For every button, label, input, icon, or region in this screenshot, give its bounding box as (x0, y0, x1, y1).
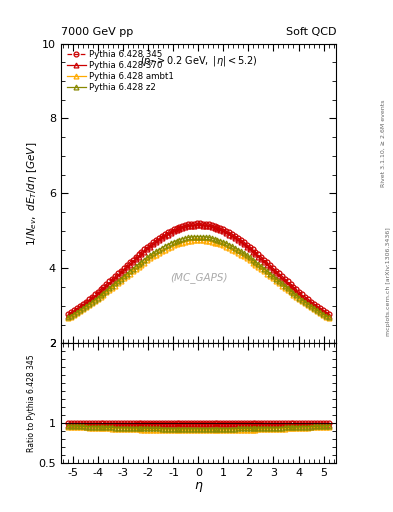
Pythia 6.428 370 (326, 313, 331, 319)
Text: (MC_GAPS): (MC_GAPS) (170, 272, 227, 283)
Pythia 6.428 370 (285, 281, 290, 287)
Line: Pythia 6.428 z2: Pythia 6.428 z2 (66, 234, 331, 319)
Text: mcplots.cern.ch [arXiv:1306.3436]: mcplots.cern.ch [arXiv:1306.3436] (386, 227, 391, 336)
Pythia 6.428 ambt1 (66, 315, 71, 321)
Pythia 6.428 ambt1 (145, 258, 150, 264)
Pythia 6.428 ambt1 (285, 287, 290, 293)
Pythia 6.428 370 (66, 313, 71, 319)
Text: Soft QCD: Soft QCD (286, 27, 336, 37)
Pythia 6.428 370 (291, 286, 296, 292)
Pythia 6.428 z2 (66, 314, 71, 321)
Pythia 6.428 345 (291, 284, 296, 290)
Pythia 6.428 z2 (250, 257, 255, 263)
Pythia 6.428 345 (318, 305, 322, 311)
Line: Pythia 6.428 370: Pythia 6.428 370 (66, 223, 331, 318)
Y-axis label: $1/N_{ev},\ dE_T/d\eta\ [GeV]$: $1/N_{ev},\ dE_T/d\eta\ [GeV]$ (25, 141, 39, 246)
Pythia 6.428 z2 (101, 290, 106, 296)
Pythia 6.428 370 (145, 246, 150, 252)
Pythia 6.428 ambt1 (195, 237, 199, 243)
Pythia 6.428 ambt1 (291, 292, 296, 298)
Pythia 6.428 345 (250, 246, 255, 252)
Pythia 6.428 345 (145, 244, 150, 250)
Pythia 6.428 z2 (326, 314, 331, 321)
Text: $(p_T > 0.2\ \mathrm{GeV},\ |\eta| < 5.2)$: $(p_T > 0.2\ \mathrm{GeV},\ |\eta| < 5.2… (140, 54, 257, 68)
Pythia 6.428 z2 (195, 233, 199, 240)
Pythia 6.428 z2 (285, 285, 290, 291)
Y-axis label: Ratio to Pythia 6.428 345: Ratio to Pythia 6.428 345 (27, 355, 36, 452)
Pythia 6.428 z2 (145, 254, 150, 261)
Pythia 6.428 345 (285, 279, 290, 285)
Pythia 6.428 370 (318, 307, 322, 313)
Text: Rivet 3.1.10, ≥ 2.6M events: Rivet 3.1.10, ≥ 2.6M events (381, 100, 386, 187)
Pythia 6.428 345 (101, 284, 106, 290)
Pythia 6.428 345 (326, 311, 331, 317)
Pythia 6.428 370 (195, 222, 199, 228)
Line: Pythia 6.428 ambt1: Pythia 6.428 ambt1 (66, 238, 331, 321)
Pythia 6.428 345 (195, 220, 199, 226)
Text: 7000 GeV pp: 7000 GeV pp (61, 27, 133, 37)
Pythia 6.428 ambt1 (101, 292, 106, 298)
Pythia 6.428 370 (250, 248, 255, 254)
Pythia 6.428 ambt1 (326, 315, 331, 321)
Line: Pythia 6.428 345: Pythia 6.428 345 (66, 221, 331, 316)
Pythia 6.428 345 (66, 311, 71, 317)
Pythia 6.428 ambt1 (250, 260, 255, 266)
Pythia 6.428 ambt1 (318, 310, 322, 316)
Pythia 6.428 370 (101, 286, 106, 292)
Pythia 6.428 z2 (318, 309, 322, 315)
Pythia 6.428 z2 (291, 290, 296, 296)
X-axis label: $\eta$: $\eta$ (194, 480, 203, 494)
Legend: Pythia 6.428 345, Pythia 6.428 370, Pythia 6.428 ambt1, Pythia 6.428 z2: Pythia 6.428 345, Pythia 6.428 370, Pyth… (64, 47, 177, 95)
